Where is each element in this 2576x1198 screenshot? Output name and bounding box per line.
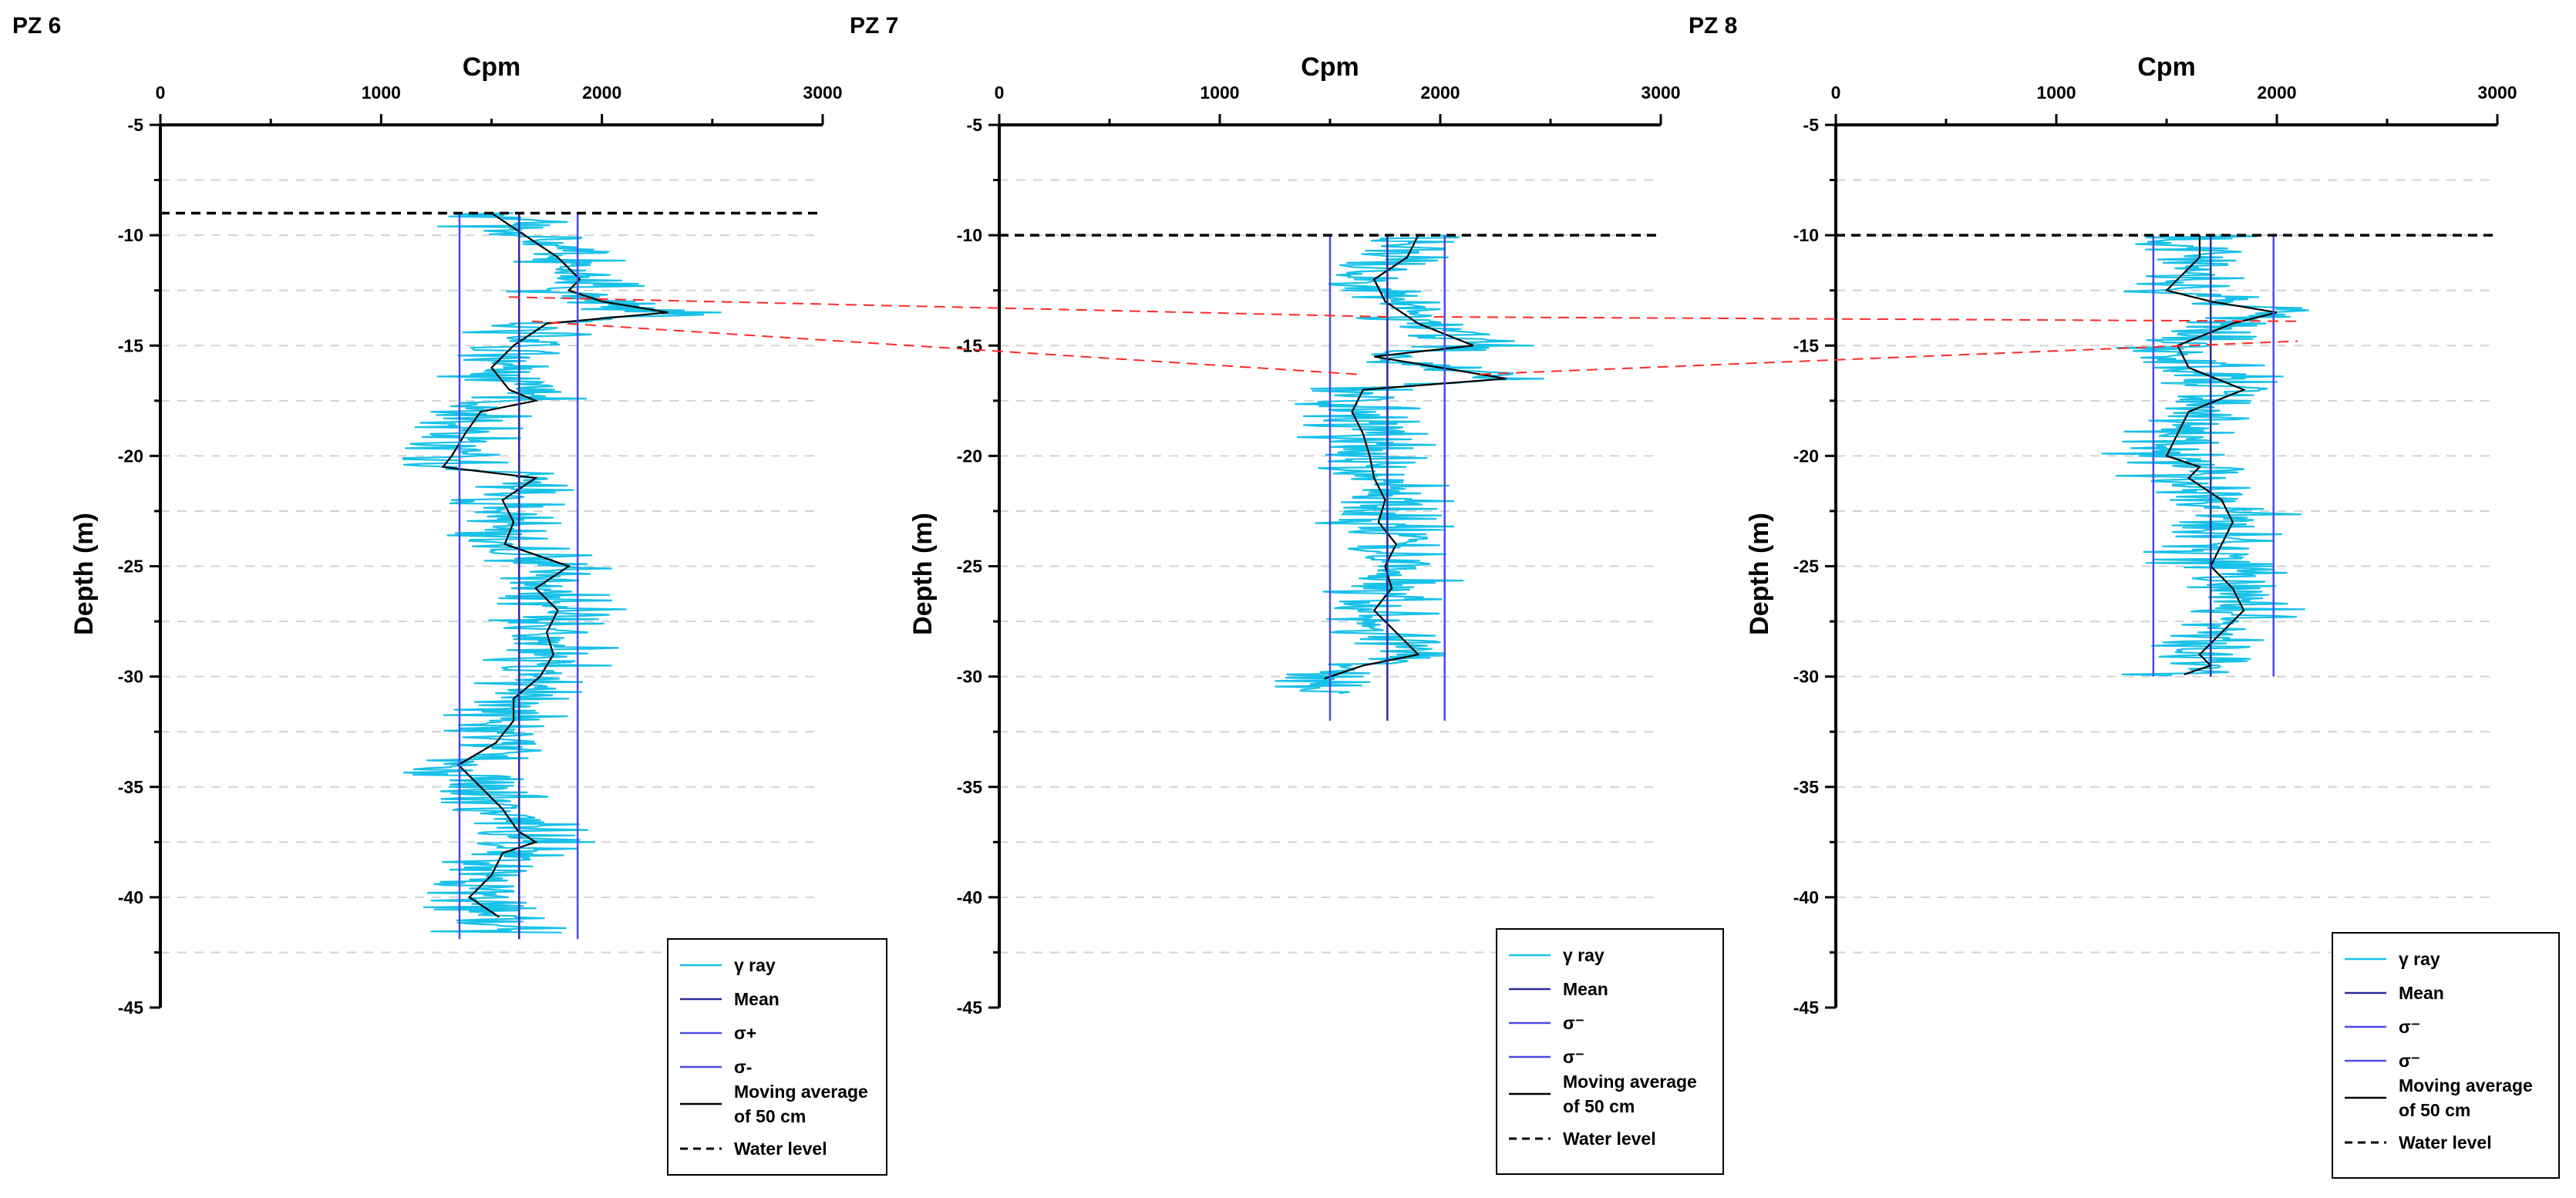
legend-label: Mean bbox=[1563, 979, 1608, 999]
legend-box bbox=[2332, 932, 2560, 1179]
x-tick-label: 1000 bbox=[2036, 82, 2076, 103]
gamma-ray-series bbox=[1275, 234, 1544, 695]
y-tick-label: -30 bbox=[1793, 667, 1819, 687]
y-tick-label: -45 bbox=[1793, 998, 1819, 1018]
x-tick-label: 3000 bbox=[1641, 82, 1680, 103]
legend-label: σ⁻ bbox=[2399, 1017, 2420, 1037]
x-tick-label: 0 bbox=[156, 82, 166, 103]
x-axis-title: Cpm bbox=[463, 52, 521, 82]
correlation-line bbox=[1480, 340, 2298, 375]
legend: γ ray Mean σ+ σ- Moving average of 50 cm Water… bbox=[667, 938, 887, 1176]
x-tick-label: 3000 bbox=[803, 82, 842, 103]
gamma-ray-series bbox=[402, 212, 722, 934]
legend-label: Moving average bbox=[1563, 1072, 1697, 1092]
legend-box bbox=[667, 938, 887, 1176]
legend-label: Moving average bbox=[2399, 1075, 2533, 1095]
legend-label: Water level bbox=[1563, 1129, 1656, 1149]
y-tick-label: -35 bbox=[1793, 777, 1819, 797]
legend-label: Mean bbox=[734, 989, 780, 1009]
x-axis-title: Cpm bbox=[2137, 52, 2196, 82]
panel-pz7: PZ 7 Cpm Depth (m) 0 1000 2000 3000 -5 -10 -15 -20… bbox=[850, 13, 1724, 1175]
y-tick-label: -20 bbox=[957, 446, 982, 466]
legend-label: σ⁻ bbox=[1563, 1047, 1584, 1067]
x-axis-title: Cpm bbox=[1301, 52, 1359, 82]
legend-label: Mean bbox=[2399, 983, 2444, 1003]
y-tick-label: -25 bbox=[957, 557, 982, 577]
legend-label: σ⁻ bbox=[2399, 1051, 2420, 1071]
y-tick-label: -45 bbox=[118, 998, 143, 1018]
x-tick-label: 2000 bbox=[2257, 82, 2296, 103]
legend-label: of 50 cm bbox=[2399, 1100, 2470, 1120]
legend-label: σ⁻ bbox=[1563, 1013, 1584, 1033]
y-tick-label: -20 bbox=[1793, 446, 1819, 466]
correlation-lines bbox=[508, 296, 2298, 375]
legend-label: γ ray bbox=[1563, 945, 1605, 965]
panel-title: PZ 8 bbox=[1689, 13, 1737, 39]
x-tick-label: 1000 bbox=[362, 82, 401, 103]
x-tick-label: 1000 bbox=[1200, 82, 1239, 103]
moving-average-series bbox=[2164, 235, 2278, 675]
y-tick-label: -40 bbox=[118, 887, 143, 907]
y-tick-label: -15 bbox=[1793, 335, 1819, 355]
legend: γ ray Mean σ⁻ σ⁻ Moving average of 50 cm Water… bbox=[2332, 932, 2560, 1179]
x-tick-label: 0 bbox=[995, 82, 1005, 103]
panel-title: PZ 7 bbox=[850, 13, 898, 39]
y-tick-label: -30 bbox=[957, 667, 982, 687]
legend-label: of 50 cm bbox=[1563, 1096, 1635, 1116]
y-tick-label: -15 bbox=[957, 335, 982, 355]
y-tick-label: -35 bbox=[118, 777, 143, 797]
legend-label: Moving average bbox=[734, 1082, 868, 1102]
y-tick-label: -10 bbox=[1793, 225, 1819, 245]
y-axis-title: Depth (m) bbox=[69, 513, 99, 635]
y-tick-label: -35 bbox=[957, 777, 982, 797]
y-tick-label: -10 bbox=[957, 225, 982, 245]
y-tick-label: -5 bbox=[128, 115, 144, 135]
y-tick-label: -30 bbox=[118, 667, 143, 687]
moving-average-series bbox=[1324, 234, 1507, 680]
legend-label: Water level bbox=[734, 1139, 827, 1159]
correlation-line bbox=[1433, 316, 2298, 322]
y-tick-label: -5 bbox=[967, 115, 983, 135]
legend-label: of 50 cm bbox=[734, 1106, 806, 1126]
legend-label: Water level bbox=[2399, 1132, 2492, 1153]
x-tick-label: 2000 bbox=[1420, 82, 1460, 103]
panel-pz6: PZ 6 Cpm Depth (m) 0 1000 2000 3000 -5 -10 -15 -20… bbox=[12, 13, 887, 1176]
x-tick-label: 2000 bbox=[582, 82, 621, 103]
y-axis-title: Depth (m) bbox=[908, 513, 938, 635]
moving-average-series bbox=[441, 212, 668, 918]
y-tick-label: -20 bbox=[118, 446, 143, 466]
legend-box bbox=[1496, 928, 1724, 1175]
correlation-line bbox=[531, 320, 1358, 375]
legend-label: σ+ bbox=[734, 1023, 756, 1043]
panel-pz8: PZ 8 Cpm Depth (m) 0 1000 2000 3000 -5 -10 -15 -20… bbox=[1689, 13, 2560, 1179]
y-tick-label: -5 bbox=[1803, 115, 1820, 135]
y-tick-label: -25 bbox=[118, 557, 143, 577]
y-axis-title: Depth (m) bbox=[1745, 513, 1774, 635]
legend-label: σ- bbox=[734, 1057, 752, 1077]
x-tick-label: 0 bbox=[1831, 82, 1841, 103]
y-tick-label: -40 bbox=[1793, 887, 1819, 907]
x-tick-label: 3000 bbox=[2477, 82, 2517, 103]
legend-label: γ ray bbox=[734, 955, 776, 975]
y-tick-label: -15 bbox=[118, 335, 143, 355]
correlation-line bbox=[508, 296, 1389, 318]
y-tick-label: -25 bbox=[1793, 557, 1819, 577]
y-tick-label: -40 bbox=[957, 887, 982, 907]
legend-label: γ ray bbox=[2399, 949, 2440, 969]
y-tick-label: -45 bbox=[957, 998, 982, 1018]
y-tick-label: -10 bbox=[118, 225, 143, 245]
panel-title: PZ 6 bbox=[12, 13, 61, 39]
legend: γ ray Mean σ⁻ σ⁻ Moving average of 50 cm Water… bbox=[1496, 928, 1724, 1175]
